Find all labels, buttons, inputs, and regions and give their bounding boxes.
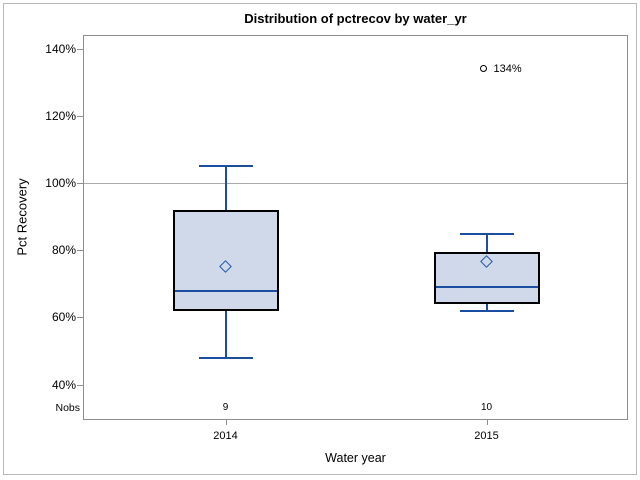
y-tick-100: [77, 183, 83, 185]
outlier-label-2015: 134%: [493, 63, 522, 76]
box-2014: [172, 210, 279, 311]
y-tick-label-100: 100%: [45, 176, 76, 191]
nobs-value-2014: 9: [222, 402, 229, 413]
whisker-upper-2015: [485, 233, 488, 252]
chart-title: Distribution of pctrecov by water_yr: [244, 11, 467, 26]
y-tick-label-60: 60%: [51, 310, 76, 325]
median-line-2014: [174, 289, 277, 292]
whisker-cap-bottom-2015: [459, 309, 514, 312]
y-tick-40: [77, 384, 83, 386]
median-line-2015: [435, 286, 538, 289]
x-category-label-2015: 2015: [474, 430, 499, 442]
y-tick-label-140: 140%: [45, 42, 76, 56]
x-tick-2014: [225, 420, 227, 425]
x-tick-2015: [486, 420, 488, 425]
whisker-lower-2015: [485, 303, 488, 311]
whisker-lower-2014: [224, 310, 227, 358]
reference-line-100pct: [84, 183, 627, 185]
y-tick-label-120: 120%: [45, 109, 76, 124]
nobs-value-2015: 10: [480, 402, 493, 413]
page-border: [3, 3, 637, 475]
box-2015: [433, 251, 540, 304]
y-tick-80: [77, 250, 83, 252]
outlier-marker-2015: [479, 65, 487, 73]
x-axis-label: Water year: [325, 451, 386, 465]
y-tick-label-40: 40%: [51, 377, 76, 392]
whisker-upper-2014: [224, 166, 227, 211]
nobs-row-label: Nobs: [55, 402, 80, 414]
y-tick-140: [77, 49, 83, 50]
y-tick-label-80: 80%: [51, 243, 76, 258]
whisker-cap-bottom-2014: [198, 356, 253, 359]
whisker-cap-top-2015: [459, 232, 514, 235]
whisker-cap-top-2014: [198, 165, 253, 168]
y-tick-120: [77, 116, 83, 118]
x-category-label-2014: 2014: [213, 430, 238, 442]
y-tick-60: [77, 317, 83, 319]
